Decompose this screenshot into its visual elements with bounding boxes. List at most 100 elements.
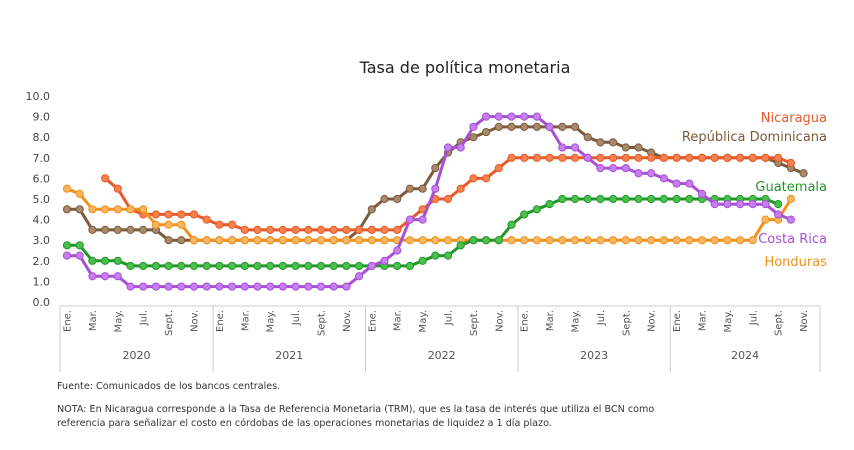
data-point bbox=[609, 164, 618, 173]
month-tick-label: Mar. bbox=[698, 310, 709, 331]
data-point bbox=[240, 282, 249, 291]
data-point bbox=[164, 210, 173, 219]
data-point bbox=[494, 164, 503, 173]
data-point bbox=[482, 174, 491, 183]
data-point bbox=[202, 215, 211, 224]
data-point bbox=[431, 164, 440, 173]
data-point bbox=[672, 153, 681, 162]
month-tick-label: Ene. bbox=[672, 310, 683, 332]
data-point bbox=[558, 143, 567, 152]
month-tick-label: Ene. bbox=[520, 310, 531, 332]
month-tick-label: Jul. bbox=[748, 310, 759, 326]
source-note: Fuente: Comunicados de los bancos centra… bbox=[57, 381, 281, 392]
data-point bbox=[215, 220, 224, 229]
data-point bbox=[151, 210, 160, 219]
series-line-honduras bbox=[66, 187, 793, 242]
data-point bbox=[316, 236, 326, 245]
data-point bbox=[126, 282, 135, 291]
data-point bbox=[62, 205, 72, 214]
data-point bbox=[520, 112, 529, 121]
data-point bbox=[583, 153, 592, 162]
data-point bbox=[278, 282, 287, 291]
data-point bbox=[697, 236, 707, 245]
data-point bbox=[431, 236, 440, 245]
data-point bbox=[266, 225, 275, 234]
data-point bbox=[786, 194, 796, 204]
data-point bbox=[418, 236, 427, 245]
data-point bbox=[126, 261, 135, 271]
data-point bbox=[228, 236, 237, 245]
data-point bbox=[545, 236, 554, 245]
data-point bbox=[634, 143, 643, 152]
data-point bbox=[342, 282, 351, 291]
data-point bbox=[583, 236, 592, 245]
data-point bbox=[164, 236, 173, 245]
month-tick-label: May. bbox=[113, 310, 124, 332]
data-point bbox=[736, 200, 745, 209]
month-tick-label: Jul. bbox=[291, 310, 302, 326]
data-point bbox=[685, 236, 694, 245]
data-point bbox=[228, 282, 237, 291]
data-point bbox=[240, 261, 249, 271]
data-point bbox=[570, 236, 580, 245]
data-point bbox=[786, 158, 796, 168]
data-point bbox=[672, 236, 681, 245]
data-point bbox=[443, 236, 453, 245]
data-point bbox=[621, 236, 630, 245]
year-label: 2021 bbox=[275, 349, 303, 362]
data-point bbox=[355, 272, 364, 281]
series-costa-rica bbox=[62, 112, 796, 291]
data-point bbox=[164, 282, 173, 291]
month-tick-label: Nov. bbox=[342, 310, 353, 332]
data-point bbox=[75, 241, 84, 250]
data-point bbox=[545, 122, 554, 132]
data-point bbox=[558, 194, 567, 204]
data-point bbox=[75, 189, 84, 198]
data-point bbox=[469, 133, 478, 142]
data-point bbox=[113, 272, 122, 281]
data-point bbox=[253, 236, 262, 245]
data-point bbox=[215, 261, 224, 271]
data-point bbox=[202, 236, 211, 245]
data-point bbox=[507, 153, 516, 162]
data-point bbox=[482, 127, 491, 137]
data-point bbox=[240, 225, 249, 234]
data-point bbox=[647, 153, 656, 162]
data-point bbox=[558, 236, 567, 245]
legend-label: Nicaragua bbox=[761, 111, 827, 126]
data-point bbox=[151, 282, 160, 291]
data-point bbox=[748, 236, 757, 245]
series-line-costa-rica bbox=[67, 115, 792, 289]
data-point bbox=[177, 236, 186, 245]
data-point bbox=[609, 236, 618, 245]
data-point bbox=[278, 236, 287, 245]
data-point bbox=[520, 236, 529, 245]
month-tick-label: May. bbox=[723, 310, 734, 332]
data-point bbox=[507, 236, 516, 245]
y-tick-label: 7.0 bbox=[33, 152, 51, 165]
y-tick-label: 6.0 bbox=[33, 172, 51, 185]
data-point bbox=[291, 225, 300, 234]
data-point bbox=[380, 225, 389, 234]
data-point bbox=[647, 236, 656, 245]
data-point bbox=[621, 153, 630, 162]
data-point bbox=[367, 236, 376, 245]
data-point bbox=[393, 261, 402, 271]
data-point bbox=[418, 215, 427, 224]
data-point bbox=[685, 153, 694, 162]
data-point bbox=[761, 153, 770, 162]
month-tick-label: Jul. bbox=[596, 310, 607, 326]
series-guatemala bbox=[62, 194, 783, 271]
y-tick-label: 9.0 bbox=[33, 111, 51, 124]
data-point bbox=[697, 153, 707, 162]
data-point bbox=[545, 153, 554, 162]
y-tick-label: 2.0 bbox=[33, 255, 51, 268]
data-point bbox=[139, 225, 148, 234]
data-point bbox=[189, 210, 199, 219]
data-point bbox=[240, 236, 249, 245]
data-point bbox=[659, 194, 669, 204]
y-tick-label: 0.0 bbox=[33, 296, 51, 309]
data-point bbox=[88, 256, 97, 265]
data-point bbox=[774, 210, 783, 219]
data-point bbox=[177, 220, 186, 229]
